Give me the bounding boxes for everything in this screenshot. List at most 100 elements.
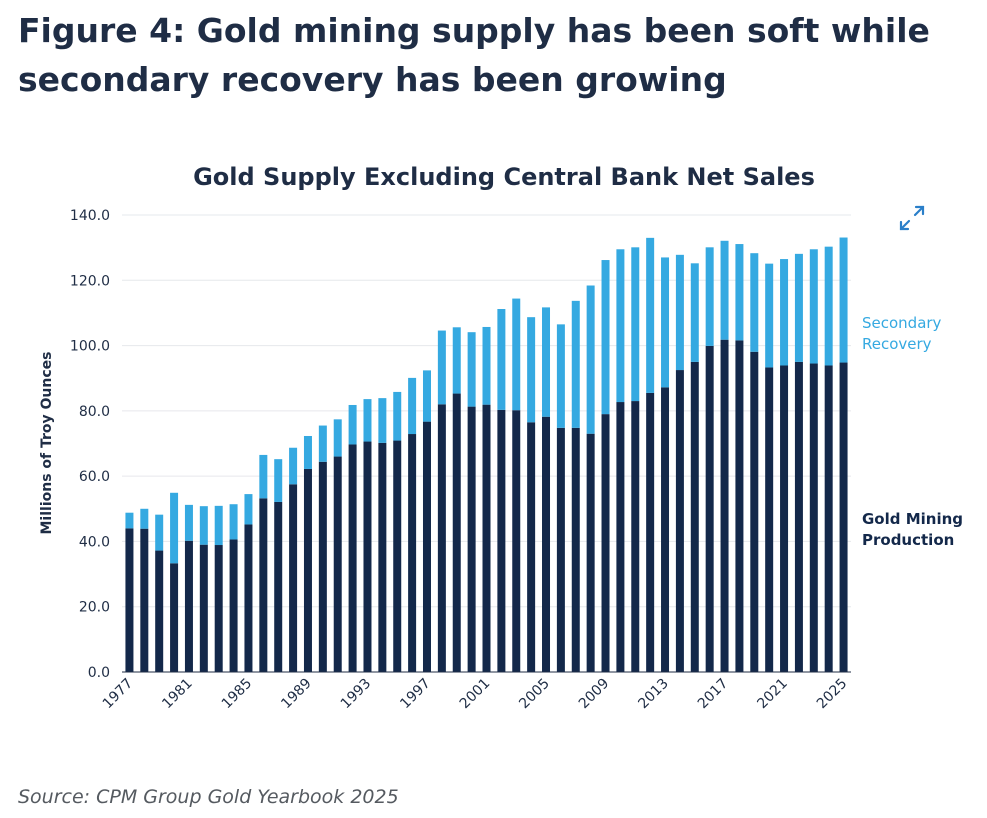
bar-secondary-2017 (720, 240, 729, 340)
bar-mining-2015 (690, 361, 699, 672)
bar-secondary-2024 (824, 246, 833, 366)
bar-secondary-1980 (170, 492, 179, 564)
bar-secondary-1998 (437, 330, 446, 405)
bar-secondary-2025 (839, 237, 848, 363)
y-tick-label: 80.0 (79, 404, 110, 420)
legend-secondary-line2: Recovery (862, 335, 932, 353)
bar-secondary-2007 (571, 300, 580, 428)
bar-mining-2006 (556, 427, 565, 672)
bar-secondary-1992 (348, 404, 357, 445)
source-note: Source: CPM Group Gold Yearbook 2025 (18, 786, 399, 808)
x-tick-label: 2017 (695, 676, 732, 713)
bar-secondary-2012 (646, 237, 655, 393)
bar-mining-2018 (735, 340, 744, 672)
bar-mining-2004 (527, 422, 536, 672)
legend-secondary-line1: Secondary (862, 314, 942, 332)
bar-mining-1981 (184, 540, 193, 672)
bar-mining-1996 (408, 434, 417, 672)
bar-mining-1999 (452, 393, 461, 672)
x-tick-label: 2013 (635, 676, 672, 713)
bar-secondary-2020 (765, 263, 774, 368)
bar-mining-2007 (571, 427, 580, 672)
bar-secondary-1987 (274, 459, 283, 502)
bar-secondary-2022 (794, 253, 803, 362)
chart-title: Gold Supply Excluding Central Bank Net S… (193, 163, 815, 191)
bar-mining-2010 (616, 402, 625, 672)
expand-arrows-icon[interactable] (899, 205, 925, 231)
bar-mining-1984 (229, 539, 238, 672)
x-tick-label: 2005 (516, 676, 553, 713)
bar-secondary-1984 (229, 504, 238, 540)
bar-mining-1992 (348, 444, 357, 672)
x-tick-label: 1989 (278, 676, 315, 713)
bar-mining-2016 (705, 345, 714, 672)
bar-secondary-2014 (675, 254, 684, 371)
bar-mining-2020 (765, 367, 774, 672)
bar-mining-1983 (214, 545, 223, 672)
x-tick-label: 1993 (338, 676, 375, 713)
bar-mining-1993 (363, 441, 372, 672)
bar-secondary-1994 (378, 398, 387, 443)
bar-secondary-1982 (199, 506, 208, 545)
bar-secondary-2021 (780, 259, 789, 366)
figure-title: Figure 4: Gold mining supply has been so… (18, 11, 930, 99)
bar-mining-2011 (631, 401, 640, 672)
legend-mining-line1: Gold Mining (862, 510, 963, 528)
bar-mining-1990 (318, 461, 327, 672)
bar-mining-1980 (170, 563, 179, 672)
bar-mining-2024 (824, 365, 833, 672)
bar-secondary-2000 (467, 332, 476, 407)
bar-secondary-2016 (705, 247, 714, 346)
bar-secondary-1990 (318, 425, 327, 462)
bar-secondary-1995 (393, 391, 402, 441)
x-axis-ticks: 1977 1981 1985 1989 1993 1997 2001 2005 2009 2013… (100, 676, 851, 713)
x-tick-label: 2021 (754, 676, 791, 713)
y-tick-label: 100.0 (70, 339, 110, 355)
bar-mining-2002 (497, 409, 506, 672)
bar-mining-1985 (244, 524, 253, 672)
bar-mining-2003 (512, 410, 521, 672)
bar-secondary-2013 (661, 257, 670, 388)
bar-mining-2008 (586, 433, 595, 672)
bar-secondary-1978 (140, 508, 149, 529)
bar-secondary-2010 (616, 249, 625, 403)
x-tick-label: 1985 (219, 676, 256, 713)
gold-supply-chart: Gold Supply Excluding Central Bank Net S… (39, 163, 963, 713)
bars (125, 237, 848, 672)
bar-secondary-2004 (527, 317, 536, 423)
bar-secondary-2008 (586, 285, 595, 434)
bar-mining-2012 (646, 392, 655, 672)
bar-mining-1994 (378, 442, 387, 672)
bar-secondary-2011 (631, 247, 640, 402)
bar-mining-2019 (750, 351, 759, 672)
bar-mining-1998 (437, 404, 446, 672)
x-tick-label: 2025 (814, 676, 851, 713)
bar-mining-1997 (422, 421, 431, 672)
bar-secondary-2001 (482, 326, 491, 405)
bar-secondary-1999 (452, 327, 461, 394)
y-tick-label: 140.0 (70, 208, 110, 224)
bar-mining-2000 (467, 406, 476, 672)
bar-mining-1989 (303, 468, 312, 672)
y-tick-label: 60.0 (79, 469, 110, 485)
bar-mining-2009 (601, 414, 610, 672)
bar-secondary-2018 (735, 244, 744, 341)
bar-secondary-1977 (125, 512, 134, 529)
bar-secondary-1996 (408, 377, 417, 435)
bar-mining-1982 (199, 544, 208, 672)
bar-mining-1991 (333, 456, 342, 672)
bar-mining-1986 (259, 498, 268, 672)
x-tick-label: 2001 (457, 676, 494, 713)
bar-mining-2001 (482, 404, 491, 672)
bar-secondary-2019 (750, 253, 759, 352)
y-axis-ticks: 0.0 20.0 40.0 60.0 80.0 100.0 120.0 140.0 (70, 208, 110, 681)
x-tick-label: 1981 (159, 676, 196, 713)
x-tick-label: 1997 (397, 676, 434, 713)
bar-secondary-2009 (601, 260, 610, 415)
bar-mining-2023 (809, 363, 818, 672)
bar-secondary-2006 (556, 324, 565, 428)
bar-secondary-1981 (184, 504, 193, 541)
bar-mining-2013 (661, 387, 670, 672)
bar-secondary-1993 (363, 399, 372, 442)
bar-secondary-2023 (809, 249, 818, 364)
